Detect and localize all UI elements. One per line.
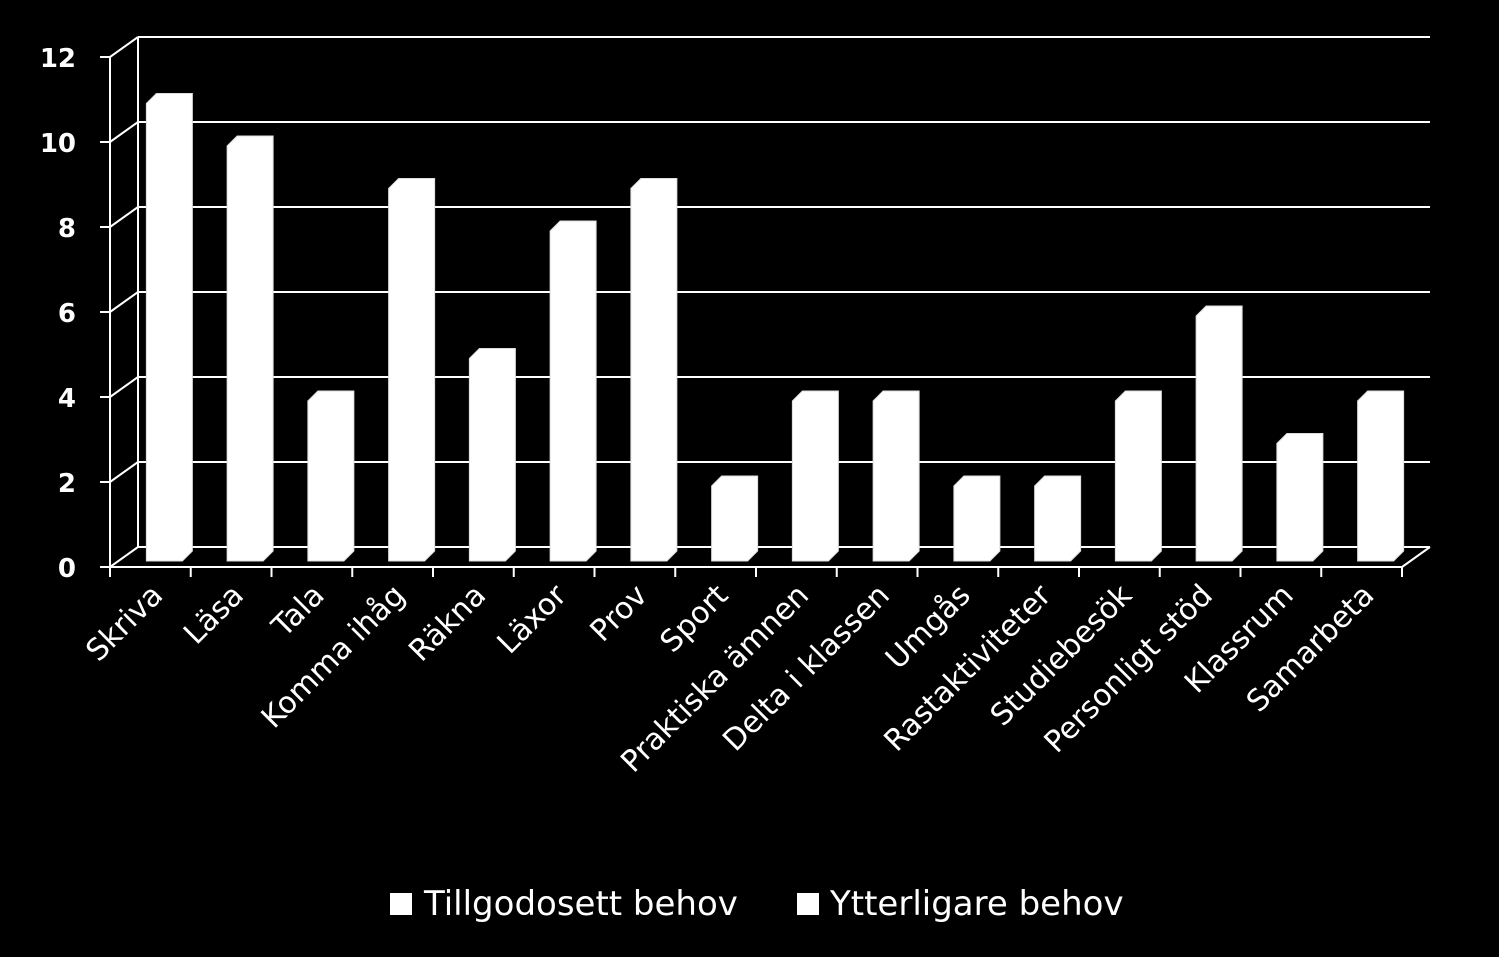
- side-wall-line: [109, 206, 139, 228]
- y-tick-label: 8: [58, 214, 76, 244]
- bar-tala: [307, 390, 355, 562]
- bar-studiebesök: [1114, 390, 1162, 562]
- legend-label-series-1: Tillgodosett behov: [423, 884, 738, 924]
- side-wall-line: [109, 36, 139, 58]
- side-wall-line: [109, 121, 139, 143]
- side-wall-line: [109, 291, 139, 313]
- bar-praktiska-ämnen: [791, 390, 839, 562]
- side-wall-line: [109, 546, 139, 568]
- legend: Tillgodosett behov Ytterligare behov: [390, 884, 1124, 924]
- legend-swatch-series-2: [797, 893, 819, 915]
- y-tick-label: 2: [58, 469, 76, 499]
- floor-right-edge: [1401, 546, 1431, 568]
- bar-sport: [711, 475, 759, 562]
- bar-samarbeta: [1357, 390, 1405, 562]
- bar-komma-ihåg: [388, 178, 436, 562]
- bar-delta-i-klassen: [872, 390, 920, 562]
- bar-räkna: [468, 348, 516, 562]
- bars: [145, 93, 1405, 562]
- y-tick-label: 12: [40, 44, 76, 74]
- side-wall-line: [109, 461, 139, 483]
- y-tick-label: 0: [58, 554, 76, 584]
- y-tick-labels: 0 2 4 6 8 10 12: [40, 44, 76, 584]
- bar-läxor: [549, 220, 597, 562]
- legend-swatch-series-1: [390, 893, 412, 915]
- bar-prov: [630, 178, 678, 562]
- side-wall-line: [109, 376, 139, 398]
- legend-label-series-2: Ytterligare behov: [829, 884, 1124, 924]
- bar-personligt-stöd: [1195, 305, 1243, 562]
- y-tick-label: 6: [58, 299, 76, 329]
- bar-klassrum: [1276, 433, 1324, 562]
- bar-läsa: [226, 135, 274, 562]
- bar-umgås: [953, 475, 1001, 562]
- y-tick-label: 4: [58, 384, 76, 414]
- gridlines: [109, 36, 1430, 568]
- y-tick-label: 10: [40, 129, 76, 159]
- bar-skriva: [145, 93, 193, 562]
- bar-rastaktiviteter: [1034, 475, 1082, 562]
